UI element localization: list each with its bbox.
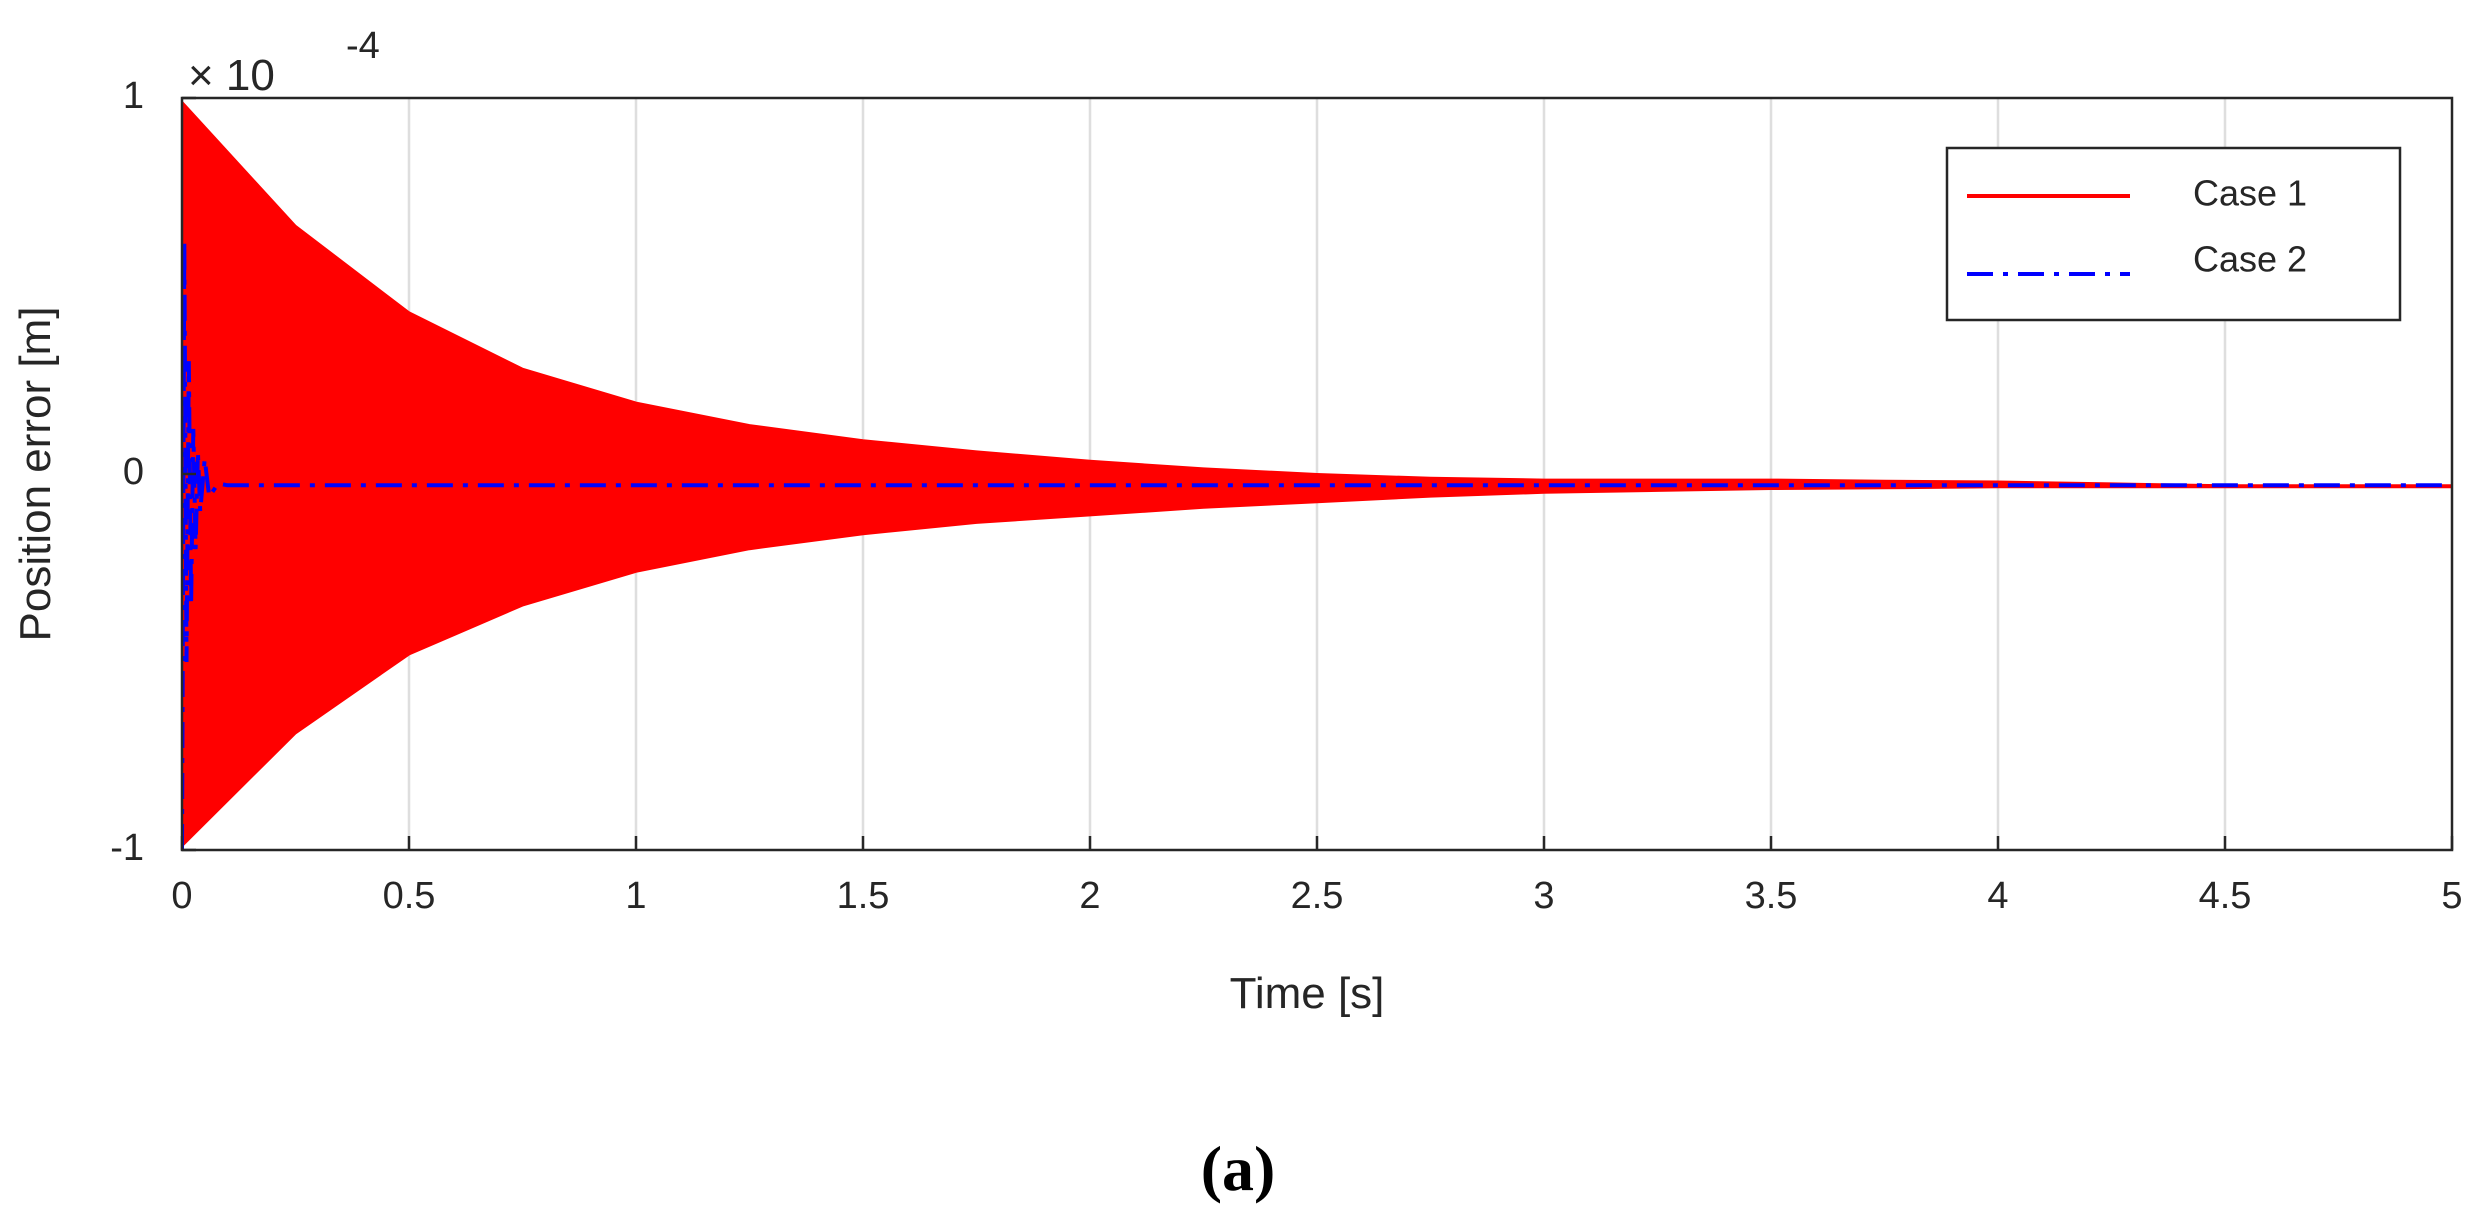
- x-tick-label: 3.5: [1745, 875, 1798, 917]
- y-tick-label: -1: [110, 827, 144, 869]
- x-tick-label: 1.5: [837, 875, 890, 917]
- x-tick-label: 3: [1533, 875, 1554, 917]
- y-axis-ticks: -1 0 1: [110, 75, 196, 869]
- x-tick-label: 1: [625, 875, 646, 917]
- x-axis-label: Time [s]: [1230, 969, 1385, 1018]
- series-case-1-envelope: [182, 100, 2452, 848]
- series-case-2-line: [182, 240, 2452, 850]
- x-tick-label: 0: [171, 875, 192, 917]
- y-tick-label: 1: [123, 75, 144, 117]
- x-tick-label: 5: [2441, 875, 2462, 917]
- x-tick-label: 4.5: [2199, 875, 2252, 917]
- y-tick-label: 0: [123, 451, 144, 493]
- legend-entry-case-2: Case 2: [2193, 239, 2307, 280]
- legend-box: [1945, 146, 2402, 322]
- x-axis-ticks: 0 0.5 1 1.5 2 2.5 3 3.5 4 4.5 5: [171, 836, 2463, 917]
- x-tick-label: 4: [1987, 875, 2008, 917]
- plot-area: [182, 100, 2452, 850]
- y-exponent-power: -4: [346, 25, 380, 67]
- x-tick-label: 2.5: [1291, 875, 1344, 917]
- panel-label: (a): [1201, 1133, 1276, 1204]
- legend-entry-case-1: Case 1: [2193, 173, 2307, 214]
- y-exponent-base: × 10: [188, 51, 275, 100]
- legend: Case 1 Case 2: [1945, 146, 2402, 322]
- x-tick-label: 0.5: [383, 875, 436, 917]
- x-tick-label: 2: [1079, 875, 1100, 917]
- y-axis-label: Position error [m]: [11, 307, 60, 642]
